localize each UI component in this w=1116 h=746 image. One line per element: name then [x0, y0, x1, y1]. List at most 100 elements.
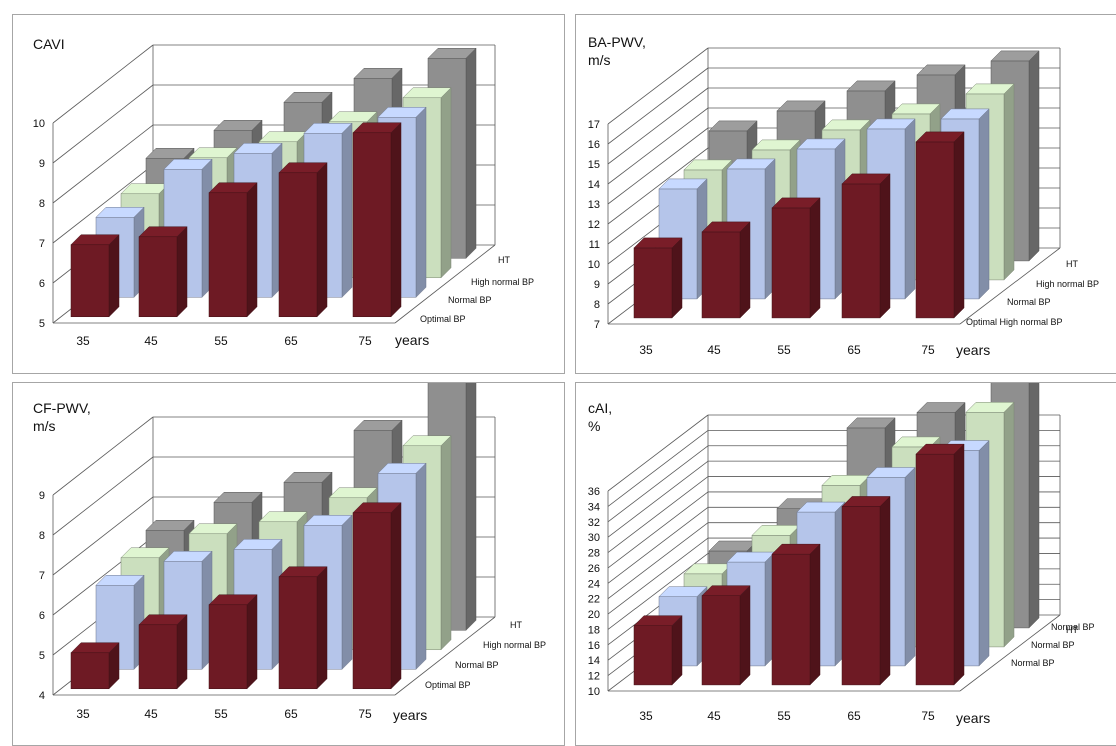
side-gridline: [607, 445, 709, 523]
y-tick-label: 30: [588, 532, 600, 544]
bar-front: [701, 595, 741, 686]
bar: [70, 234, 120, 318]
x-tick-label: 75: [921, 709, 935, 723]
bar-front: [633, 625, 673, 686]
bar-side: [316, 162, 328, 318]
bar-top: [95, 575, 145, 586]
y-tick-label: 15: [588, 159, 600, 171]
bar: [701, 221, 751, 319]
side-gridline: [607, 506, 709, 584]
y-axis-title: CF-PWV, m/s: [33, 400, 91, 434]
side-gridline: [607, 127, 709, 205]
bar-top: [328, 487, 378, 499]
side-gridline: [607, 476, 709, 553]
bar-top: [377, 107, 427, 118]
chart-panel-ba-pwv: BA-PWV, m/s 7 8 9 10 11 12 13 14 15 16 17 35 45 55 65 7…: [575, 14, 1116, 374]
bar-top: [841, 173, 891, 185]
side-gridline: [607, 491, 709, 569]
bar: [138, 226, 188, 318]
chart-panel-cai: cAI, % 10 12 14 16 18 20 22 24 26 28 30 32 34 36 35 45 5…: [575, 382, 1116, 746]
bar-side: [440, 435, 452, 651]
bar-side: [108, 234, 120, 318]
bar-side: [316, 566, 328, 690]
bar-front: [633, 247, 673, 319]
x-tick-label: 35: [76, 334, 90, 348]
side-gridline: [52, 416, 154, 496]
y-tick-label: 11: [589, 239, 600, 251]
side-gridline: [52, 496, 154, 576]
y-tick-label: 10: [588, 259, 600, 271]
y-tick-label: 7: [39, 570, 45, 582]
bar-chart-3d: 5 6 7 8 9 10 35 45 55 65 75 years Optimal BP Normal B…: [33, 44, 534, 348]
side-gridline: [607, 67, 709, 145]
bar-side: [390, 502, 402, 690]
bar-top: [866, 467, 916, 478]
bar-top: [163, 159, 213, 170]
bar: [352, 502, 402, 690]
bar-top: [776, 100, 826, 112]
bar-front: [915, 453, 955, 686]
bar: [278, 566, 328, 690]
x-tick-label: 55: [777, 343, 791, 357]
floor-edge: [394, 616, 496, 696]
bar-side: [465, 47, 477, 259]
y-tick-label: 9: [594, 279, 600, 291]
bar: [841, 495, 891, 686]
side-gridline: [52, 84, 154, 164]
bar-front: [841, 183, 881, 319]
bar-side: [904, 466, 916, 667]
bar-side: [809, 197, 821, 319]
bar-top: [70, 642, 120, 654]
bar-chart-3d: 10 12 14 16 18 20 22 24 26 28 30 32 34 36 35 45 55 65 75 ye…: [588, 383, 1095, 726]
bar-top: [233, 539, 283, 550]
x-tick-label: 45: [707, 709, 721, 723]
bar-top: [402, 87, 452, 99]
y-tick-label: 16: [588, 139, 600, 151]
side-gridline: [52, 44, 154, 124]
y-tick-label: 4: [39, 690, 45, 702]
bar-top: [352, 502, 402, 514]
bar-top: [990, 50, 1040, 62]
bar-top: [283, 92, 333, 103]
floor-edge: [959, 247, 1061, 325]
y-tick-label: 36: [588, 486, 600, 498]
y-tick-label: 5: [39, 650, 45, 662]
y-tick-label: 10: [33, 118, 45, 130]
bar-top: [278, 162, 328, 174]
bar: [633, 237, 683, 319]
chart-panel-cf-pwv: CF-PWV, m/s 4 5 6 7 8 9 35 45 55 65 75 years Optimal…: [12, 382, 565, 746]
bar: [633, 615, 683, 686]
y-tick-label: 24: [588, 578, 600, 590]
x-tick-label: 55: [777, 709, 791, 723]
bar-front: [352, 512, 392, 690]
bar-top: [95, 207, 145, 218]
side-gridline: [607, 537, 709, 615]
bar-top: [915, 131, 965, 143]
series-label: High normal BP: [1036, 279, 1099, 289]
y-tick-label: 26: [588, 563, 600, 575]
side-gridline: [607, 553, 709, 630]
side-gridline: [52, 456, 154, 536]
bar-top: [145, 520, 195, 531]
bar-front: [138, 624, 178, 690]
y-tick-label: 16: [588, 640, 600, 652]
side-gridline: [607, 147, 709, 225]
series-label: Normal BP: [1031, 640, 1075, 650]
x-tick-label: 65: [847, 709, 861, 723]
side-gridline: [52, 164, 154, 244]
x-tick-label: 65: [284, 707, 298, 721]
side-gridline: [607, 522, 709, 600]
bar-side: [415, 106, 427, 298]
bar-top: [726, 158, 776, 170]
bar-top: [303, 515, 353, 526]
series-label: High normal BP: [483, 640, 546, 650]
bar-front: [138, 236, 178, 318]
series-label: HT: [1066, 259, 1078, 269]
y-axis-title: cAI, %: [588, 400, 613, 434]
bar: [208, 594, 258, 690]
bar-top: [145, 148, 195, 159]
bar-side: [1003, 83, 1015, 281]
bar-top: [70, 234, 120, 246]
bar-side: [246, 182, 258, 318]
